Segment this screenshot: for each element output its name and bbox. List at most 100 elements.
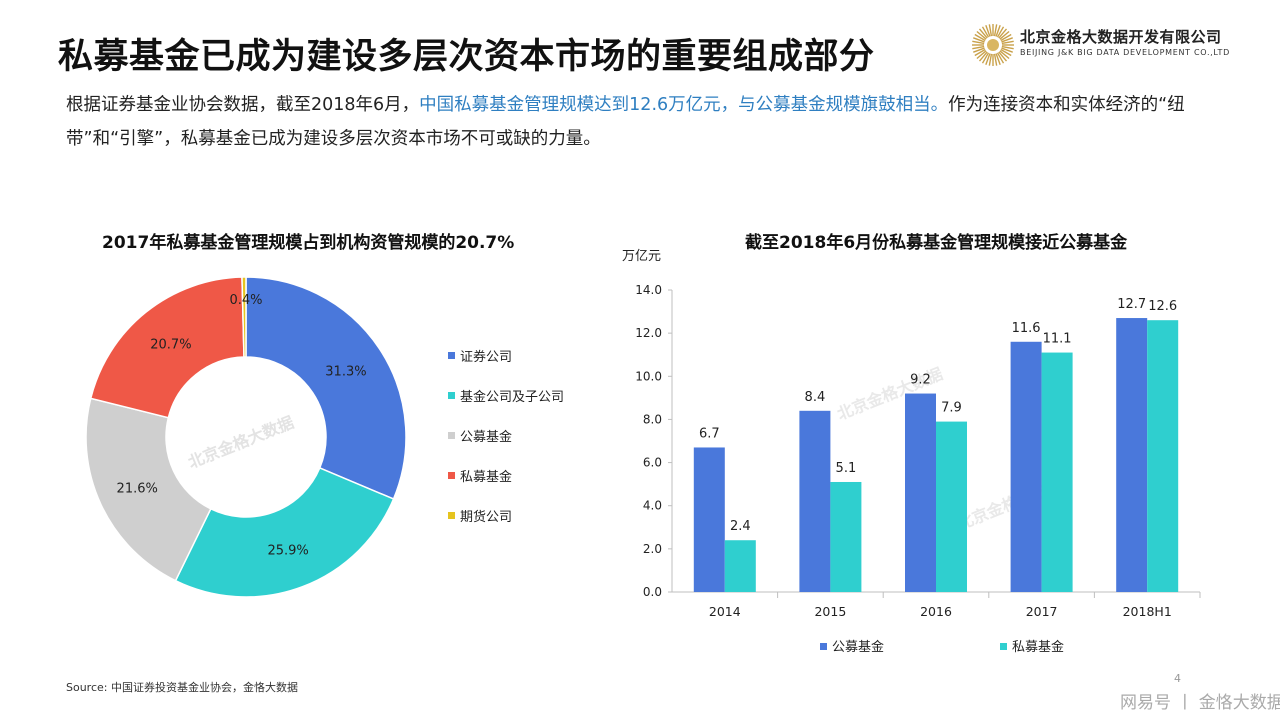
legend-label: 公募基金 bbox=[460, 430, 513, 445]
logo-company-name-en: BEIJING J&K BIG DATA DEVELOPMENT CO.,LTD bbox=[1020, 48, 1230, 57]
x-tick-label: 2017 bbox=[1026, 604, 1058, 619]
logo-ray bbox=[976, 50, 987, 60]
y-axis-unit: 万亿元 bbox=[622, 249, 661, 264]
bar-data-label: 11.1 bbox=[1043, 332, 1072, 347]
logo-ray bbox=[973, 47, 985, 53]
bar-chart-title: 截至2018年6月份私募基金管理规模接近公募基金 bbox=[745, 233, 1128, 253]
bar bbox=[799, 410, 831, 592]
logo-ray bbox=[972, 45, 985, 50]
y-tick-label: 8.0 bbox=[643, 412, 662, 426]
logo-ray bbox=[981, 52, 990, 64]
donut-slice bbox=[89, 276, 245, 419]
footer-brand: 网易号 丨 金恪大数据 bbox=[1120, 693, 1280, 713]
donut-slice bbox=[245, 276, 407, 500]
logo-ray bbox=[985, 53, 991, 65]
donut-data-label: 25.9% bbox=[267, 543, 308, 558]
legend-swatch bbox=[820, 643, 827, 650]
page-number: 4 bbox=[1174, 672, 1181, 685]
logo-sunburst-icon bbox=[972, 24, 1014, 66]
donut-slice bbox=[241, 276, 247, 358]
donut-slice bbox=[85, 397, 212, 582]
intro-highlight: 中国私募基金管理规模达到12.6万亿元，与公募基金规模旗鼓相当。 bbox=[419, 95, 949, 115]
bar bbox=[1147, 320, 1179, 592]
logo-core bbox=[987, 39, 999, 51]
y-tick-label: 2.0 bbox=[643, 542, 662, 556]
bar bbox=[1041, 352, 1073, 592]
company-logo: 北京金格大数据开发有限公司 BEIJING J&K BIG DATA DEVEL… bbox=[968, 20, 1268, 70]
logo-ray bbox=[1001, 47, 1013, 53]
bar-legend-label: 私募基金 bbox=[1012, 639, 1064, 655]
donut-data-label: 20.7% bbox=[150, 337, 191, 352]
legend-swatch bbox=[448, 432, 455, 439]
bar-data-label: 8.4 bbox=[805, 390, 826, 405]
bar-chart: 北京金格大数据 北京金格大数据 万亿元0.02.04.06.08.010.012… bbox=[622, 249, 1201, 655]
logo-ray bbox=[988, 53, 993, 66]
y-tick-label: 14.0 bbox=[635, 283, 662, 297]
logo-ray bbox=[973, 37, 985, 43]
y-tick-label: 10.0 bbox=[635, 369, 662, 383]
x-tick-label: 2014 bbox=[709, 604, 741, 619]
logo-ray bbox=[974, 33, 986, 42]
logo-ray bbox=[978, 51, 988, 62]
logo-company-name: 北京金格大数据开发有限公司 bbox=[1020, 28, 1222, 46]
logo-ray bbox=[993, 53, 998, 66]
donut-chart-title: 2017年私募基金管理规模占到机构资管规模的20.7% bbox=[102, 233, 515, 253]
donut-data-label: 31.3% bbox=[325, 365, 366, 380]
logo-ray bbox=[988, 24, 993, 37]
logo-ray bbox=[1000, 33, 1012, 42]
logo-ray bbox=[998, 28, 1008, 39]
logo-ray bbox=[1001, 45, 1014, 50]
logo-ray bbox=[998, 51, 1008, 62]
intro-text-1: 根据证券基金业协会数据，截至2018年6月， bbox=[66, 95, 420, 115]
logo-ray bbox=[1000, 48, 1012, 57]
y-tick-label: 4.0 bbox=[643, 499, 662, 513]
logo-ray bbox=[972, 40, 985, 45]
legend-swatch bbox=[448, 352, 455, 359]
logo-ray bbox=[981, 26, 990, 38]
donut-data-label: 21.6% bbox=[117, 482, 158, 497]
bar-data-label: 12.6 bbox=[1148, 299, 1177, 314]
logo-ray bbox=[1001, 40, 1014, 45]
bar-data-label: 2.4 bbox=[730, 519, 751, 534]
y-tick-label: 6.0 bbox=[643, 456, 662, 470]
logo-ray bbox=[999, 30, 1010, 40]
bar-data-label: 11.6 bbox=[1012, 321, 1041, 336]
donut-legend-item: 基金公司及子公司 bbox=[448, 386, 564, 405]
donut-legend-item: 期货公司 bbox=[448, 506, 512, 525]
legend-swatch bbox=[448, 392, 455, 399]
legend-swatch bbox=[448, 472, 455, 479]
bar bbox=[905, 393, 936, 592]
legend-swatch bbox=[1000, 643, 1007, 650]
logo-ray bbox=[985, 25, 991, 37]
logo-ray bbox=[996, 26, 1005, 38]
logo-ray bbox=[978, 28, 988, 39]
bar-data-label: 9.2 bbox=[910, 373, 931, 388]
logo-ray bbox=[995, 25, 1001, 37]
intro-paragraph: 根据证券基金业协会数据，截至2018年6月，中国私募基金管理规模达到12.6万亿… bbox=[66, 88, 1216, 156]
source-note: Source: 中国证券投资基金业协会，金恪大数据 bbox=[66, 681, 298, 694]
logo-ray bbox=[999, 50, 1010, 60]
y-tick-label: 0.0 bbox=[643, 585, 662, 599]
bar bbox=[724, 540, 756, 592]
donut-data-label: 0.4% bbox=[229, 293, 262, 308]
x-tick-label: 2018H1 bbox=[1123, 604, 1172, 619]
bar-legend-label: 公募基金 bbox=[832, 639, 884, 655]
logo-ray bbox=[996, 52, 1005, 64]
logo-ray bbox=[995, 53, 1001, 65]
bar bbox=[693, 447, 725, 592]
intro-text-2: 作为连接资本和实体经济的“纽带”和“引擎”，私募基金已成为建设多层次资本市场不可… bbox=[66, 95, 1185, 149]
logo-ray bbox=[974, 48, 986, 57]
donut-legend-item: 私募基金 bbox=[448, 466, 512, 485]
bar-data-label: 7.9 bbox=[941, 401, 962, 416]
bar bbox=[1010, 341, 1042, 592]
bar-data-label: 5.1 bbox=[836, 461, 857, 476]
legend-label: 证券公司 bbox=[460, 350, 513, 365]
watermark-text: 北京金格大数据 bbox=[185, 413, 296, 473]
donut-chart: 北京金格大数据 31.3% 25.9% 21.6% 20.7% 0.4% bbox=[85, 276, 407, 598]
bar bbox=[830, 481, 862, 592]
donut-legend-item: 公募基金 bbox=[448, 426, 512, 445]
x-tick-label: 2015 bbox=[814, 604, 846, 619]
legend-swatch bbox=[448, 512, 455, 519]
bar-data-label: 6.7 bbox=[699, 426, 720, 441]
y-tick-label: 12.0 bbox=[635, 326, 662, 340]
